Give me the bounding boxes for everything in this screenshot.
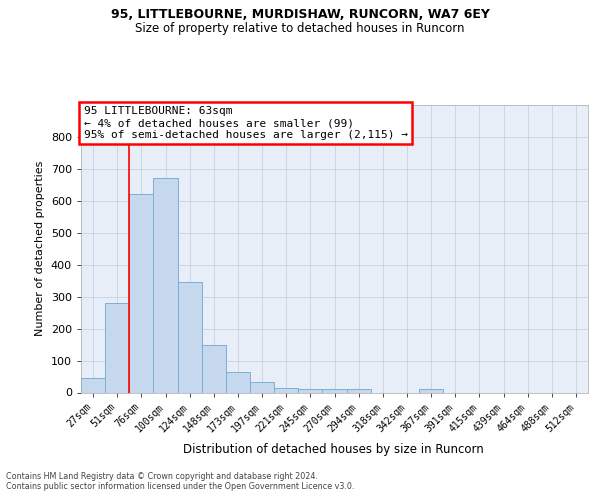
Bar <box>419 390 443 392</box>
Text: Contains public sector information licensed under the Open Government Licence v3: Contains public sector information licen… <box>6 482 355 491</box>
Bar <box>226 372 250 392</box>
Y-axis label: Number of detached properties: Number of detached properties <box>35 161 45 336</box>
Text: 95 LITTLEBOURNE: 63sqm
← 4% of detached houses are smaller (99)
95% of semi-deta: 95 LITTLEBOURNE: 63sqm ← 4% of detached … <box>83 106 407 140</box>
Bar <box>298 388 322 392</box>
Text: Distribution of detached houses by size in Runcorn: Distribution of detached houses by size … <box>182 442 484 456</box>
Bar <box>202 345 226 393</box>
Bar <box>81 378 105 392</box>
Bar <box>347 390 371 392</box>
Bar <box>178 282 202 393</box>
Bar <box>322 388 347 392</box>
Text: 95, LITTLEBOURNE, MURDISHAW, RUNCORN, WA7 6EY: 95, LITTLEBOURNE, MURDISHAW, RUNCORN, WA… <box>110 8 490 22</box>
Bar <box>105 303 129 392</box>
Bar <box>274 388 298 392</box>
Text: Contains HM Land Registry data © Crown copyright and database right 2024.: Contains HM Land Registry data © Crown c… <box>6 472 318 481</box>
Text: Size of property relative to detached houses in Runcorn: Size of property relative to detached ho… <box>135 22 465 35</box>
Bar <box>129 194 154 392</box>
Bar <box>154 178 178 392</box>
Bar <box>250 382 274 392</box>
